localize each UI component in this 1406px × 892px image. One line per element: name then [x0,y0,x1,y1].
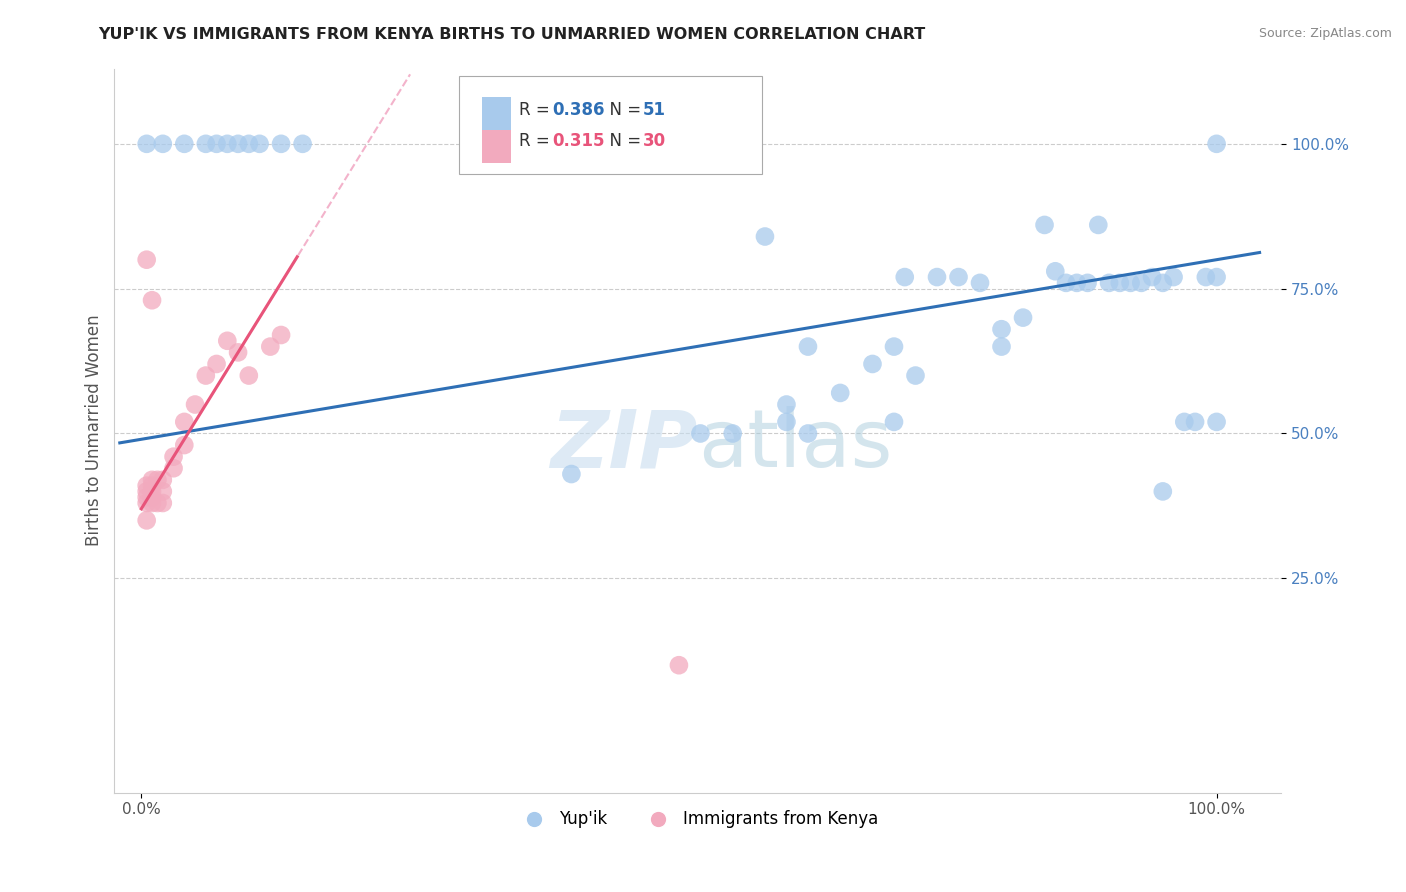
Legend: Yup'ik, Immigrants from Kenya: Yup'ik, Immigrants from Kenya [510,804,884,835]
Point [883,340,905,354]
FancyBboxPatch shape [482,97,512,130]
FancyBboxPatch shape [482,130,512,162]
Point [291,136,314,151]
Point [141,484,163,499]
Point [162,450,184,464]
Y-axis label: Births to Unmarried Women: Births to Unmarried Women [86,315,103,547]
Point [226,136,249,151]
Point [1163,270,1185,285]
Point [1066,276,1088,290]
Point [1152,276,1174,290]
Point [1012,310,1035,325]
Point [162,461,184,475]
Point [1205,136,1227,151]
Point [754,229,776,244]
Point [904,368,927,383]
Point [152,484,174,499]
Point [270,328,292,343]
Point [893,270,915,285]
FancyBboxPatch shape [458,76,762,174]
Text: ZIP: ZIP [550,406,697,484]
Point [1033,218,1056,232]
Text: YUP'IK VS IMMIGRANTS FROM KENYA BIRTHS TO UNMARRIED WOMEN CORRELATION CHART: YUP'IK VS IMMIGRANTS FROM KENYA BIRTHS T… [98,27,925,42]
Point [146,496,169,510]
Point [1152,484,1174,499]
Point [238,368,260,383]
Point [141,478,163,492]
Point [797,340,820,354]
Point [184,397,207,411]
Text: 0.315: 0.315 [553,132,605,150]
Point [217,334,239,348]
Point [152,496,174,510]
Point [1098,276,1121,290]
Point [1140,270,1163,285]
Point [270,136,292,151]
Point [135,136,157,151]
Point [141,473,163,487]
Point [721,426,744,441]
Point [249,136,271,151]
Point [1205,270,1227,285]
Text: R =: R = [519,101,555,120]
Point [135,490,157,504]
Point [1077,276,1099,290]
Point [146,473,169,487]
Point [141,490,163,504]
Point [883,415,905,429]
Point [173,438,195,452]
Point [862,357,884,371]
Point [135,252,157,267]
Point [1054,276,1077,290]
Point [217,136,239,151]
Point [205,136,228,151]
Point [948,270,970,285]
Point [1119,276,1142,290]
Point [990,322,1012,336]
Point [194,136,217,151]
Text: 30: 30 [643,132,666,150]
Point [141,496,163,510]
Point [1195,270,1218,285]
Text: N =: N = [599,132,645,150]
Point [1205,415,1227,429]
Point [259,340,281,354]
Text: 51: 51 [643,101,666,120]
Point [135,478,157,492]
Point [1087,218,1109,232]
Text: N =: N = [599,101,645,120]
Point [1045,264,1067,278]
Point [152,136,174,151]
Point [135,513,157,527]
Point [1130,276,1153,290]
Point [173,415,195,429]
Point [1184,415,1206,429]
Point [775,397,797,411]
Point [668,658,690,673]
Text: R =: R = [519,132,555,150]
Point [141,293,163,308]
Text: atlas: atlas [697,406,893,484]
Point [830,386,852,401]
Point [990,340,1012,354]
Point [560,467,582,481]
Text: Source: ZipAtlas.com: Source: ZipAtlas.com [1258,27,1392,40]
Point [152,473,174,487]
Point [925,270,948,285]
Point [205,357,228,371]
Text: 0.386: 0.386 [553,101,605,120]
Point [226,345,249,359]
Point [1173,415,1195,429]
Point [238,136,260,151]
Point [689,426,711,441]
Point [969,276,991,290]
Point [775,415,797,429]
Point [797,426,820,441]
Point [194,368,217,383]
Point [173,136,195,151]
Point [135,496,157,510]
Point [135,484,157,499]
Point [1108,276,1130,290]
